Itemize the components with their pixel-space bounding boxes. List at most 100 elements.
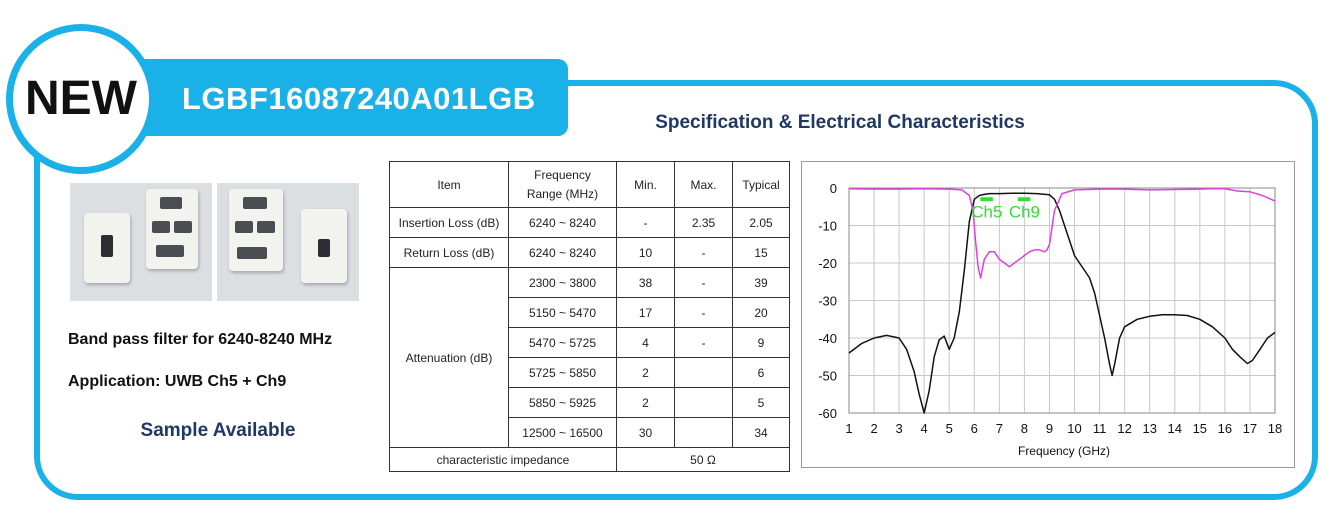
new-badge-circle [6, 24, 156, 174]
table-row-attenuation: 5725 ~ 5850 2 6 [390, 357, 790, 388]
chip-body [84, 213, 130, 283]
x-tick-label: 15 [1193, 421, 1207, 436]
channel-label: Ch5 [971, 202, 1002, 221]
cell-max [674, 417, 733, 448]
table-row-attenuation: 5850 ~ 5925 2 5 [390, 387, 790, 418]
sample-available: Sample Available [140, 420, 296, 441]
x-tick-label: 16 [1218, 421, 1232, 436]
cell-impedance-value: 50 Ω [616, 447, 790, 472]
cell-min: 30 [616, 417, 675, 448]
cell-typical: 39 [732, 267, 790, 298]
cell-item: Insertion Loss (dB) [389, 207, 509, 238]
product-photo-1 [70, 183, 212, 301]
part-number-title: LGBF16087240A01LGB [182, 81, 536, 116]
cell-typical: 20 [732, 297, 790, 328]
product-photo-2 [217, 183, 359, 301]
header-frequency-line2: Range (MHz) [526, 186, 599, 201]
x-tick-label: 6 [971, 421, 978, 436]
cell-typical: 15 [732, 237, 790, 268]
cell-range: 2300 ~ 3800 [508, 267, 617, 298]
x-tick-label: 11 [1093, 421, 1107, 436]
cell-typical: 2.05 [732, 207, 790, 238]
cell-typical: 9 [732, 327, 790, 358]
x-tick-label: 18 [1268, 421, 1282, 436]
x-tick-label: 13 [1142, 421, 1156, 436]
table-row-attenuation: 5150 ~ 5470 17 - 20 [390, 297, 790, 328]
x-tick-label: 1 [845, 421, 852, 436]
x-tick-label: 2 [870, 421, 877, 436]
y-tick-label: -40 [818, 331, 837, 346]
chip-pad [237, 247, 267, 259]
chip-pad [156, 245, 184, 257]
chip-marking [318, 239, 330, 257]
chip-body [146, 189, 198, 269]
y-tick-label: 0 [830, 181, 837, 196]
spec-table: Item Frequency Range (MHz) Min. Max. Typ… [389, 161, 790, 472]
chip-pad [235, 221, 253, 233]
cell-max: - [674, 297, 733, 328]
product-application: Application: UWB Ch5 + Ch9 [68, 373, 287, 390]
cell-range: 5470 ~ 5725 [508, 327, 617, 358]
cell-min: 17 [616, 297, 675, 328]
y-tick-label: -30 [818, 294, 837, 309]
header-frequency: Frequency Range (MHz) [508, 161, 617, 208]
plot-area-border [848, 187, 1276, 414]
cell-typical: 6 [732, 357, 790, 388]
x-tick-label: 5 [946, 421, 953, 436]
cell-max [674, 387, 733, 418]
card-frame [34, 80, 1318, 500]
header-max: Max. [674, 161, 733, 208]
table-row-insertion-loss: Insertion Loss (dB) 6240 ~ 8240 - 2.35 2… [389, 207, 790, 238]
cell-max: - [674, 327, 733, 358]
chip-marking [101, 235, 113, 257]
x-tick-label: 17 [1243, 421, 1257, 436]
cell-range: 5850 ~ 5925 [508, 387, 617, 418]
chip-pad [160, 197, 182, 209]
cell-typical: 34 [732, 417, 790, 448]
chip-pad [174, 221, 192, 233]
cell-range: 5150 ~ 5470 [508, 297, 617, 328]
cell-range: 12500 ~ 16500 [508, 417, 617, 448]
chart-panel: 1 2 3 4 5 6 7 8 9 10 11 12 13 14 15 16 17 18 0 -10 -20 -30 -40… [801, 161, 1295, 468]
product-description: Band pass filter for 6240-8240 MHz [68, 331, 333, 348]
new-badge-text: NEW [25, 72, 137, 125]
table-header-row: Item Frequency Range (MHz) Min. Max. Typ… [389, 161, 790, 208]
y-tick-label: -50 [818, 369, 837, 384]
cell-range: 6240 ~ 8240 [508, 237, 617, 268]
cell-typical: 5 [732, 387, 790, 418]
series-line-black [848, 192, 1276, 414]
frequency-response-chart: 1 2 3 4 5 6 7 8 9 10 11 12 13 14 15 16 17 180-10-20-30-40… [818, 181, 1282, 458]
header-item: Item [389, 161, 509, 208]
cell-attenuation-label: Attenuation (dB) [389, 267, 509, 448]
cell-range: 5725 ~ 5850 [508, 357, 617, 388]
channel-label: Ch9 [1009, 202, 1040, 221]
header-typical: Typical [732, 161, 790, 208]
cell-max: 2.35 [674, 207, 733, 238]
x-tick-label: 12 [1117, 421, 1131, 436]
cell-min: 2 [616, 387, 675, 418]
header-frequency-line1: Frequency [534, 167, 591, 182]
chip-body [301, 209, 347, 283]
x-tick-label: 7 [996, 421, 1003, 436]
title-banner [108, 59, 568, 136]
x-tick-label: 14 [1168, 421, 1182, 436]
x-tick-label: 8 [1021, 421, 1028, 436]
cell-max: - [674, 267, 733, 298]
chip-pad [243, 197, 267, 209]
cell-item: Return Loss (dB) [389, 237, 509, 268]
chip-pad [257, 221, 275, 233]
series-line-magenta [848, 188, 1276, 279]
cell-range: 6240 ~ 8240 [508, 207, 617, 238]
cell-min: 2 [616, 357, 675, 388]
x-tick-label: 9 [1046, 421, 1053, 436]
chip-body [229, 189, 283, 271]
table-row-impedance: characteristic impedance 50 Ω [389, 447, 790, 472]
chip-pad [152, 221, 170, 233]
y-tick-label: -20 [818, 256, 837, 271]
x-tick-label: 3 [896, 421, 903, 436]
cell-min: 38 [616, 267, 675, 298]
spec-title: Specification & Electrical Characteristi… [655, 112, 1025, 133]
table-row-return-loss: Return Loss (dB) 6240 ~ 8240 10 - 15 [389, 237, 790, 268]
cell-min: 10 [616, 237, 675, 268]
table-row-attenuation: Attenuation (dB) 2300 ~ 3800 38 - 39 [389, 267, 790, 448]
